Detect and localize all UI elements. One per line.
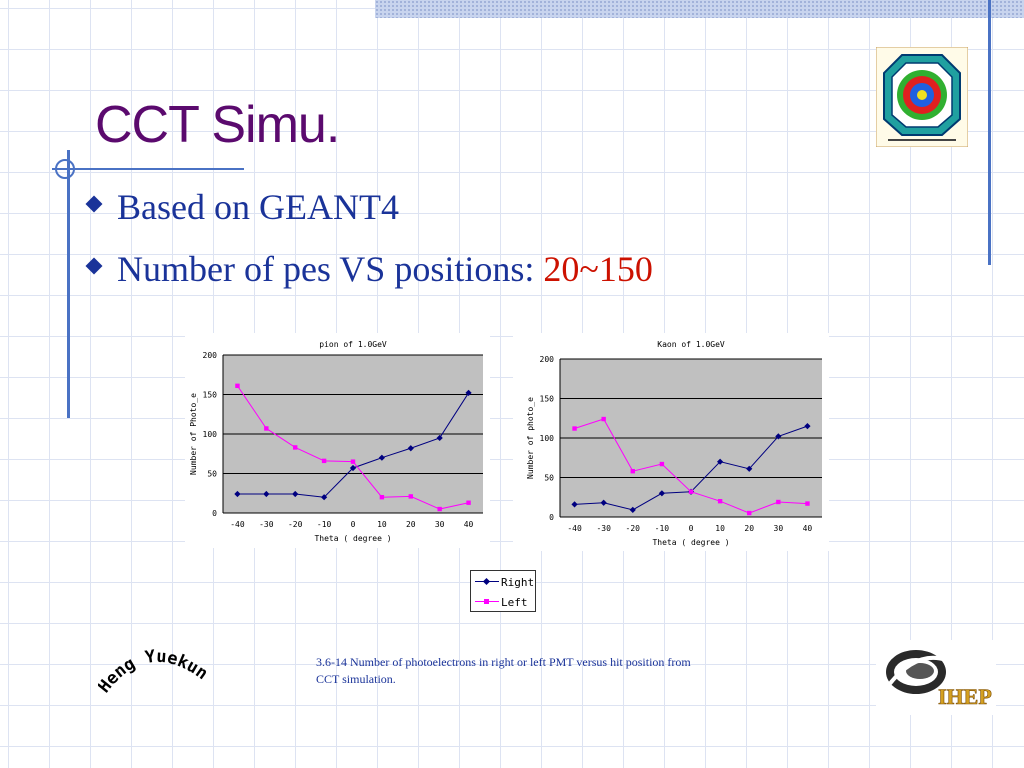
diamond-bullet-icon [85, 257, 103, 275]
chart-title: Kaon of 1.0GeV [657, 340, 725, 349]
data-point-left [717, 499, 723, 504]
left-vertical-rule [67, 150, 70, 418]
figure-caption: 3.6-14 Number of photoelectrons in right… [316, 655, 691, 686]
bullet-text: Based on GEANT4 [117, 187, 399, 227]
chart-legend: Right Left [470, 570, 536, 612]
x-tick-label: 40 [803, 524, 813, 533]
x-tick-label: 30 [774, 524, 784, 533]
y-tick-label: 100 [540, 434, 555, 443]
y-axis-label: Number of photo_e [526, 397, 535, 479]
data-point-left [688, 489, 694, 494]
x-tick-label: 10 [377, 520, 387, 529]
legend-right-swatch [475, 577, 499, 587]
bullet-highlight: 20~150 [543, 249, 653, 289]
y-tick-label: 200 [540, 355, 555, 364]
data-point-right [407, 445, 414, 452]
bullet-item: Number of pes VS positions: 20~150 [82, 242, 653, 304]
author-name: Heng Yuekun [98, 647, 211, 697]
x-tick-label: -40 [567, 524, 582, 533]
diamond-bullet-icon [85, 195, 103, 213]
x-tick-label: -30 [259, 520, 274, 529]
x-tick-label: -10 [317, 520, 332, 529]
data-point-left [408, 494, 413, 499]
top-decorative-band [375, 0, 1024, 18]
legend-left-label: Left [501, 595, 528, 609]
bullet-item: Based on GEANT4 [82, 180, 653, 242]
x-tick-label: 20 [406, 520, 416, 529]
y-axis-label: Number of Photo_e [189, 393, 198, 475]
data-point-left [235, 383, 240, 389]
legend-right-label: Right [501, 575, 535, 589]
y-tick-label: 50 [544, 474, 554, 483]
right-vertical-rule [988, 0, 991, 265]
pion-chart-svg: 0 50 100 150 200 -40 -30 -20 -10 0 10 20 30 40 pion of… [189, 340, 483, 543]
data-point-right [436, 434, 443, 442]
bullet-text: Number of pes VS positions: [117, 249, 544, 289]
chart-title: pion of 1.0GeV [319, 340, 387, 349]
data-point-left [659, 461, 665, 467]
data-point-left [379, 495, 385, 500]
data-point-left [601, 416, 606, 422]
y-tick-label: 0 [212, 509, 217, 518]
bes-detector-icon [876, 47, 968, 147]
kaon-chart: 0 50 100 150 200 -40 -30 -20 -10 0 10 20 30 40 Kaon of… [513, 333, 829, 551]
y-tick-label: 150 [203, 391, 218, 400]
legend-item-right: Right [475, 573, 534, 591]
rule-circle-ornament [55, 159, 75, 179]
data-point-left [630, 468, 635, 474]
pion-chart: 0 50 100 150 200 -40 -30 -20 -10 0 10 20 30 40 pion of… [185, 333, 490, 548]
data-point-left [437, 506, 442, 512]
x-tick-label: 0 [351, 520, 356, 529]
ihep-logo: IHEP [876, 640, 996, 715]
ihep-logo-text: IHEP [938, 684, 992, 709]
y-tick-label: 150 [540, 395, 555, 404]
x-tick-label: 30 [435, 520, 445, 529]
data-point-left [321, 458, 327, 464]
data-point-left [264, 426, 269, 431]
y-tick-label: 100 [203, 430, 218, 439]
x-tick-label: -10 [655, 524, 670, 533]
data-point-left [747, 510, 752, 516]
x-tick-label: -40 [230, 520, 245, 529]
y-tick-label: 50 [207, 470, 217, 479]
y-tick-label: 200 [203, 351, 218, 360]
legend-left-swatch [475, 597, 499, 607]
y-tick-label: 0 [549, 513, 554, 522]
data-point-left [776, 499, 781, 505]
x-tick-label: -20 [288, 520, 303, 529]
data-point-left [805, 501, 810, 506]
data-point-left [572, 426, 577, 431]
x-axis-label: Theta ( degree ) [652, 538, 729, 547]
legend-item-left: Left [475, 593, 528, 611]
title-underline-rule [52, 168, 244, 170]
x-tick-label: 0 [689, 524, 694, 533]
bullet-list: Based on GEANT4 Number of pes VS positio… [82, 180, 653, 304]
data-point-left [350, 459, 356, 464]
data-point-right [349, 464, 357, 472]
data-point-left [466, 500, 471, 505]
author-name-arc: Heng Yuekun [98, 647, 211, 697]
x-tick-label: 20 [744, 524, 754, 533]
data-point-left [293, 445, 298, 450]
x-tick-label: -30 [596, 524, 611, 533]
slide-title: CCT Simu. [95, 96, 340, 154]
x-tick-label: 40 [464, 520, 474, 529]
x-tick-label: -20 [626, 524, 641, 533]
x-tick-label: 10 [715, 524, 725, 533]
x-axis-label: Theta ( degree ) [314, 534, 391, 543]
kaon-chart-svg: 0 50 100 150 200 -40 -30 -20 -10 0 10 20 30 40 Kaon of… [526, 340, 822, 547]
svg-text:Heng Yuekun: Heng Yuekun [98, 647, 211, 697]
